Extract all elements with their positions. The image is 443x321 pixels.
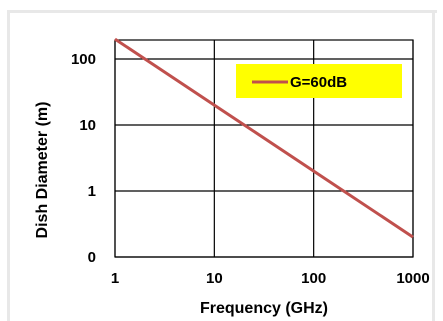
- frame-edge-left: [7, 10, 10, 321]
- series-layer: [114, 37, 414, 239]
- y-axis-title: Dish Diameter (m): [34, 102, 51, 239]
- y-tick-label: 10: [79, 117, 96, 134]
- y-tick-label: 0: [88, 249, 96, 266]
- y-tick-label: 1: [88, 183, 96, 200]
- x-tick-label: 100: [301, 270, 326, 287]
- frame-edge-right: [432, 10, 435, 321]
- x-tick-label: 10: [206, 270, 223, 287]
- frame-edge-top: [7, 10, 437, 13]
- series-line-g60db: [114, 37, 414, 239]
- x-tick-label: 1: [111, 270, 119, 287]
- legend: G=60dB: [236, 64, 402, 98]
- y-tick-label: 100: [71, 51, 96, 68]
- legend-label-g60db: G=60dB: [290, 74, 347, 91]
- x-tick-label: 1000: [396, 270, 429, 287]
- x-axis-title: Frequency (GHz): [200, 300, 328, 317]
